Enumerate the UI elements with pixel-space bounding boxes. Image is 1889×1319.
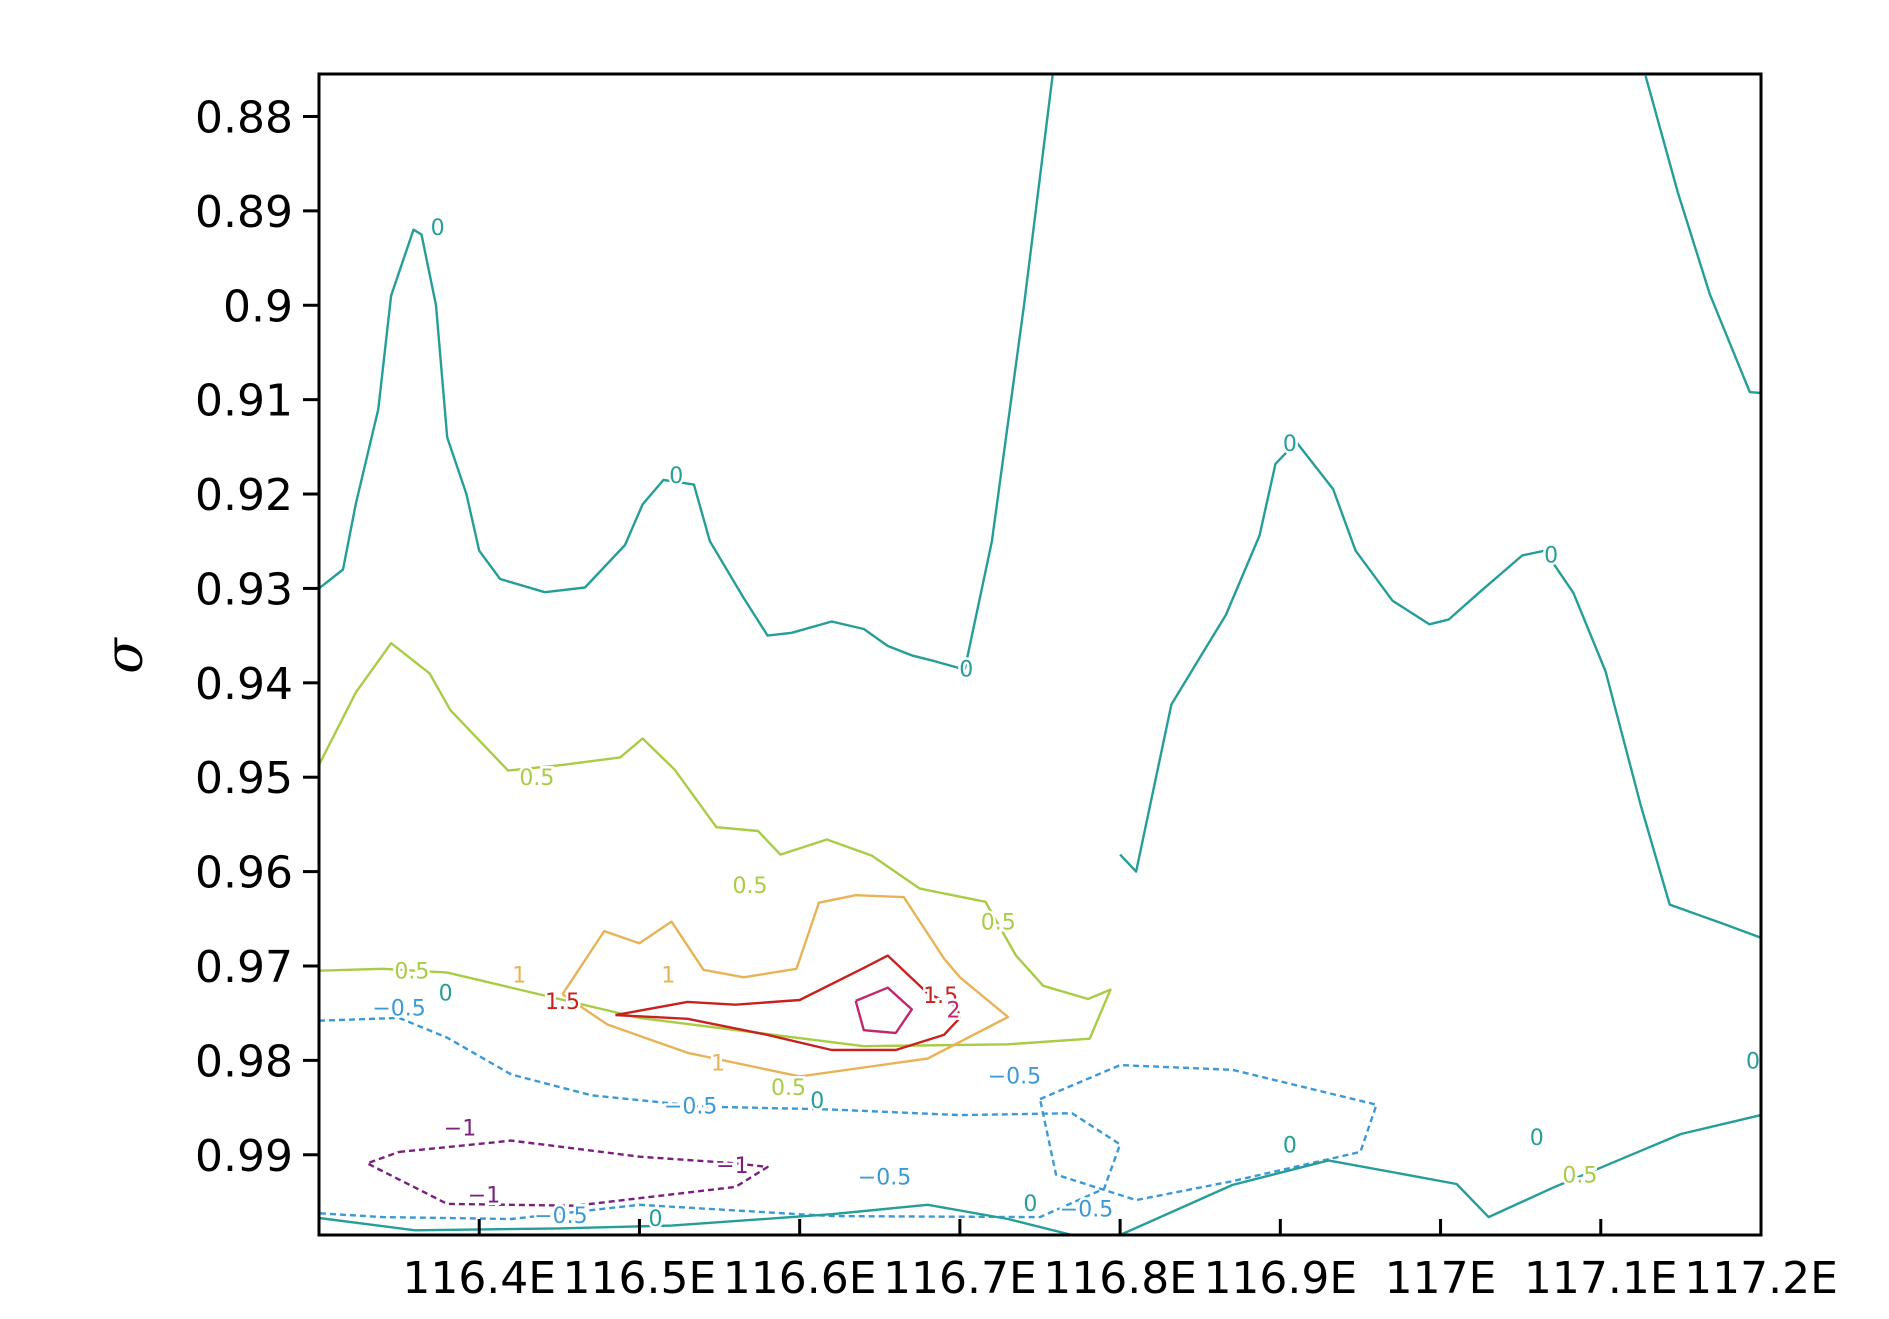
x-tick-label-8: 117.2E bbox=[1684, 1253, 1838, 1304]
contour-label-28: −0.5 bbox=[534, 1204, 587, 1229]
contour-line-neg1-9 bbox=[365, 1139, 769, 1207]
contour-line-2-6 bbox=[854, 986, 913, 1035]
contour-label-4: 0 bbox=[1544, 543, 1558, 568]
x-tick-label-7: 117.1E bbox=[1524, 1253, 1678, 1304]
y-tick-label-6: 0.94 bbox=[195, 659, 293, 710]
contour-label-21: 1.5 bbox=[545, 990, 580, 1015]
contour-label-26: −0.5 bbox=[988, 1065, 1041, 1090]
contour-label-27: −0.5 bbox=[858, 1166, 911, 1191]
contour-label-11: 0 bbox=[1023, 1192, 1037, 1217]
contour-label-24: −0.5 bbox=[372, 997, 425, 1022]
contour-line-0-0 bbox=[318, 73, 1054, 671]
contour-label-18: 1 bbox=[661, 964, 675, 989]
contour-label-6: 0 bbox=[810, 1089, 824, 1114]
contour-label-16: 0.5 bbox=[771, 1076, 806, 1101]
y-tick-label-11: 0.99 bbox=[195, 1131, 293, 1182]
contour-line-neg0p5-7 bbox=[318, 1016, 1122, 1221]
contour-label-1: 0 bbox=[669, 464, 683, 489]
y-tick-label-9: 0.97 bbox=[195, 942, 293, 993]
contour-label-30: −1 bbox=[444, 1116, 476, 1141]
y-tick-label-8: 0.96 bbox=[195, 848, 293, 899]
x-axis: 116.4E 116.5E 116.6E 116.7E 116.8E 116.9E 117E… bbox=[402, 1219, 1838, 1304]
x-tick-label-4: 116.8E bbox=[1043, 1253, 1197, 1304]
y-tick-label-0: 0.88 bbox=[195, 92, 293, 143]
contour-label-2: 0 bbox=[959, 658, 973, 683]
y-axis: 0.88 0.89 0.9 0.91 0.92 0.93 0.94 0.95 0.96 0.97 0… bbox=[195, 92, 319, 1182]
contour-label-13: 0.5 bbox=[733, 874, 768, 899]
y-tick-label-10: 0.98 bbox=[195, 1036, 293, 1087]
contour-label-25: −0.5 bbox=[664, 1095, 717, 1120]
contour-line-0p5-3 bbox=[317, 642, 1112, 1048]
contour-label-0: 0 bbox=[431, 216, 445, 241]
y-axis-label: σ bbox=[95, 637, 155, 674]
x-tick-label-5: 116.9E bbox=[1203, 1253, 1357, 1304]
y-tick-label-2: 0.9 bbox=[223, 281, 293, 332]
contour-label-22: 1.5 bbox=[923, 984, 958, 1009]
contour-label-10: 0 bbox=[649, 1207, 663, 1232]
contour-lines bbox=[317, 73, 1762, 1237]
contour-label-29: −0.5 bbox=[1060, 1198, 1113, 1223]
contour-label-7: 0 bbox=[1283, 1133, 1297, 1158]
contour-line-0-10 bbox=[318, 1203, 1073, 1237]
contour-line-1p5-5 bbox=[615, 954, 962, 1052]
y-tick-label-3: 0.91 bbox=[195, 376, 293, 427]
y-tick-label-5: 0.93 bbox=[195, 564, 293, 615]
contour-label-14: 0.5 bbox=[981, 911, 1016, 936]
x-tick-label-0: 116.4E bbox=[402, 1253, 556, 1304]
x-tick-label-6: 117E bbox=[1385, 1253, 1497, 1304]
contour-label-8: 0 bbox=[1530, 1126, 1544, 1151]
contour-line-0-1 bbox=[1119, 440, 1762, 939]
contour-label-32: −1 bbox=[716, 1154, 748, 1179]
y-tick-label-4: 0.92 bbox=[195, 470, 293, 521]
y-tick-label-7: 0.95 bbox=[195, 753, 293, 804]
contour-line-0-11 bbox=[1119, 1113, 1762, 1237]
contour-label-9: 0 bbox=[1746, 1049, 1760, 1074]
plot-frame bbox=[317, 72, 1763, 1237]
contour-label-12: 0.5 bbox=[519, 766, 554, 791]
x-tick-label-1: 116.5E bbox=[563, 1253, 717, 1304]
x-tick-label-2: 116.6E bbox=[723, 1253, 877, 1304]
contour-label-31: −1 bbox=[468, 1183, 500, 1208]
contour-label-5: 0 bbox=[439, 981, 453, 1006]
contour-line-neg0p5-8 bbox=[1038, 1063, 1378, 1202]
contour-label-15: 0.5 bbox=[394, 960, 429, 985]
contour-line-0-2 bbox=[1644, 75, 1762, 395]
contour-label-19: 1 bbox=[512, 964, 526, 989]
contour-label-23: 2 bbox=[947, 998, 961, 1023]
contour-label-3: 0 bbox=[1283, 432, 1297, 457]
contour-label-17: 0.5 bbox=[1562, 1164, 1597, 1189]
contour-label-20: 1 bbox=[711, 1051, 725, 1076]
contour-line-1-4 bbox=[561, 894, 1010, 1078]
x-tick-label-3: 116.7E bbox=[883, 1253, 1037, 1304]
y-tick-label-1: 0.89 bbox=[195, 187, 293, 238]
